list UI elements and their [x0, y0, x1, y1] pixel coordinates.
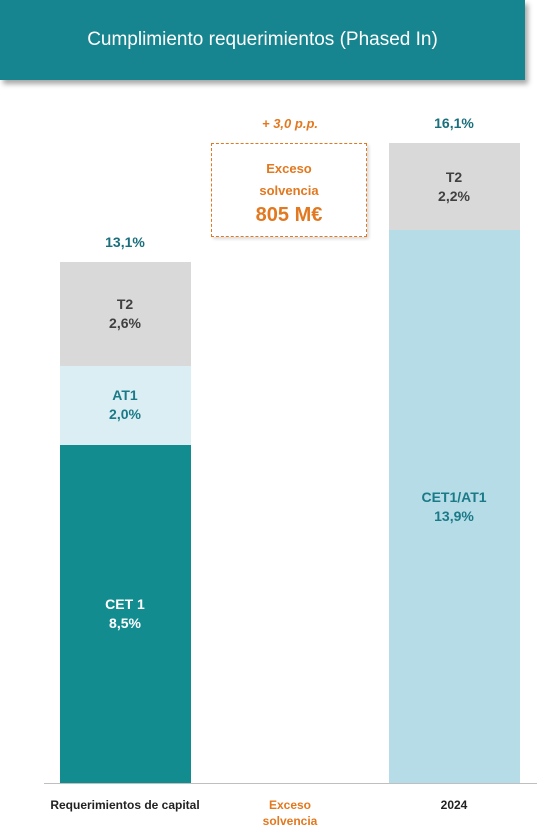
segment-name: T2: [445, 168, 463, 185]
total-label: 16,1%: [434, 115, 474, 132]
segment-value: 2,2%: [438, 187, 470, 204]
segment-value: 2,0%: [109, 406, 141, 423]
segment-name: CET 1: [105, 596, 145, 613]
annotation-box: Exceso solvencia 805 M€: [211, 143, 367, 237]
segment-value: 2,6%: [109, 314, 141, 331]
bar-segment: CET 1 8,5%: [59, 445, 191, 783]
bar-segment: T2 2,6%: [59, 262, 191, 366]
segment-value: 8,5%: [109, 615, 141, 632]
segment-name: T2: [116, 295, 134, 312]
segment-value: 13,9%: [434, 507, 474, 524]
baseline: [44, 783, 537, 784]
total-label: 13,1%: [105, 234, 145, 251]
segment-name: AT1: [112, 387, 138, 404]
x-tick-label: 2024: [440, 798, 468, 812]
bar-segment: T2 2,2%: [388, 143, 520, 231]
annotation-box-title: Exceso solvencia: [259, 161, 319, 198]
x-tick-label: Exceso solvencia: [262, 798, 318, 828]
x-tick-label: Requerimientos de capital: [50, 798, 200, 812]
chart-title: Cumplimiento requerimientos (Phased In): [0, 0, 525, 80]
annotation-box-value: 805 M€: [255, 204, 323, 226]
annotation: + 3,0 p.p.: [262, 116, 318, 131]
bar-segment: CET1/AT1 13,9%: [388, 230, 520, 783]
bar-segment: AT1 2,0%: [59, 365, 191, 446]
segment-name: CET1/AT1: [421, 488, 487, 505]
